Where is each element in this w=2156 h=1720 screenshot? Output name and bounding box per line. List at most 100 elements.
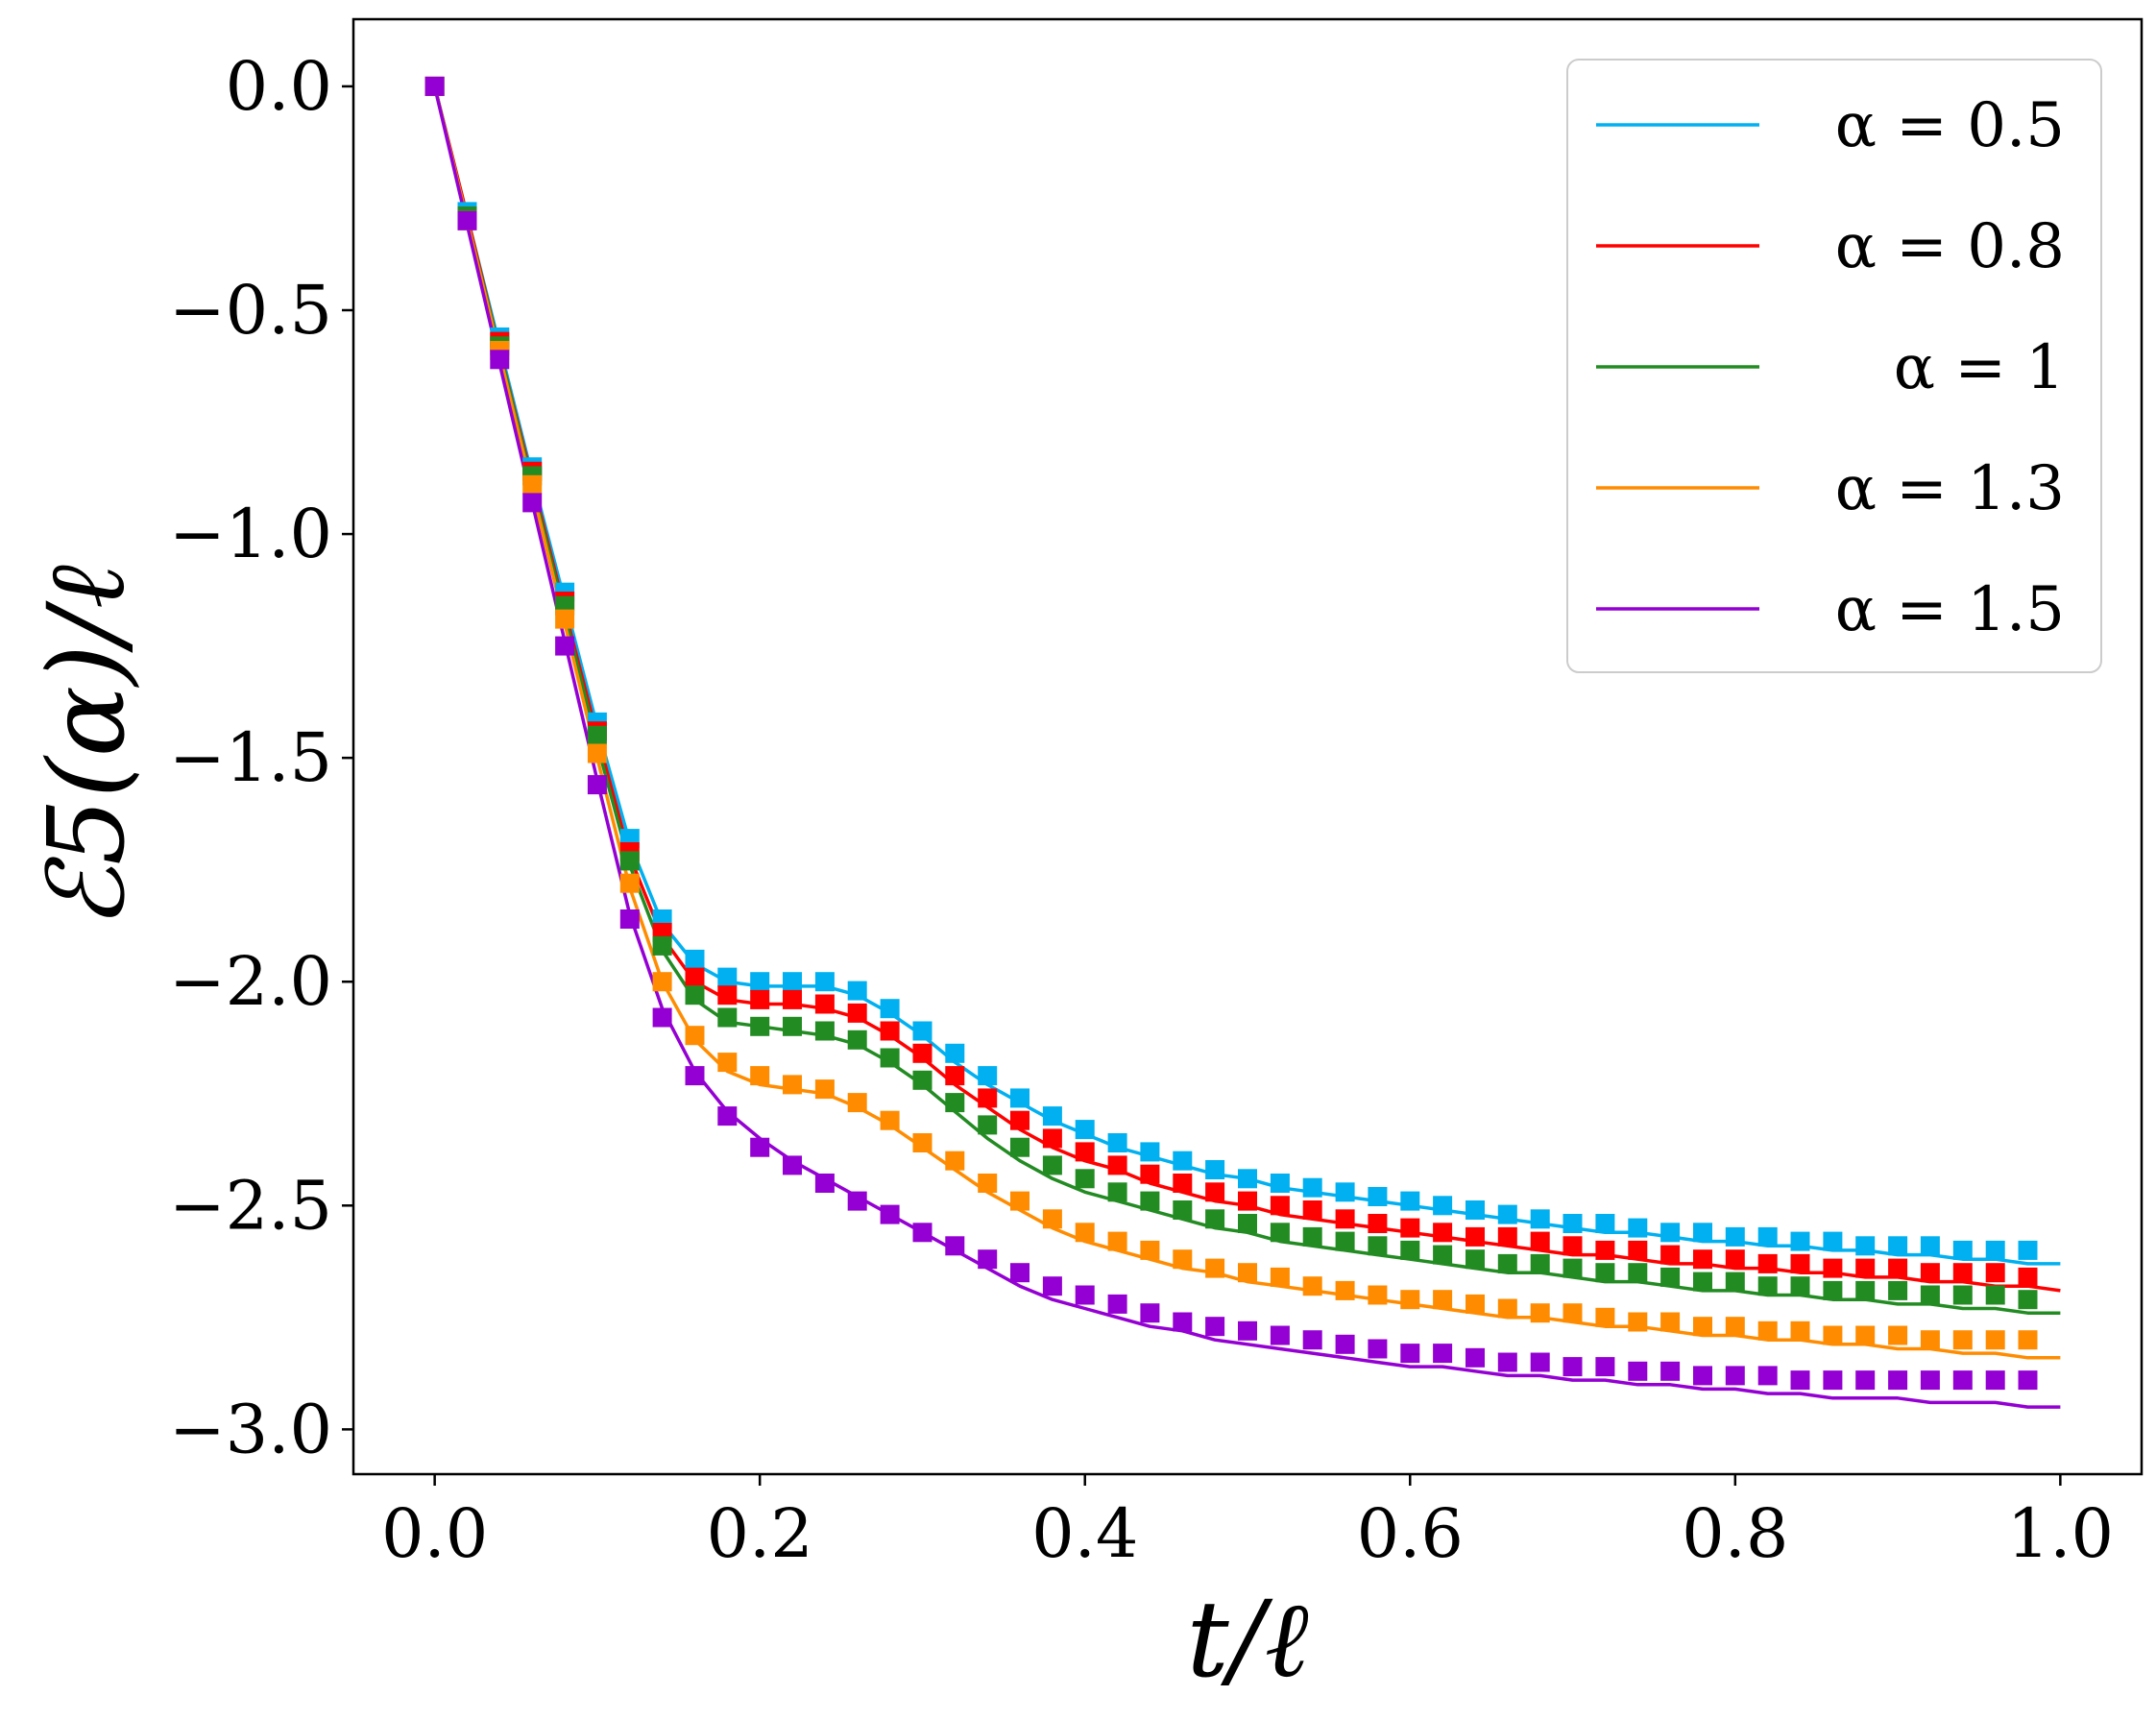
legend-entry: α = 1: [1894, 332, 2065, 403]
marker-point: [1107, 1133, 1127, 1152]
marker-point: [945, 1066, 965, 1086]
x-tick-label: 0.6: [1357, 1494, 1464, 1573]
marker-point: [1628, 1312, 1648, 1332]
marker-point: [1335, 1209, 1355, 1229]
marker-point: [1952, 1285, 1973, 1305]
marker-point: [880, 1021, 900, 1041]
x-tick-label: 0.0: [381, 1494, 488, 1573]
marker-point: [1660, 1223, 1681, 1243]
marker-point: [717, 1007, 738, 1028]
marker-point: [1660, 1312, 1681, 1332]
marker-point: [1238, 1214, 1257, 1233]
marker-point: [1888, 1370, 1908, 1391]
marker-point: [1855, 1236, 1876, 1256]
marker-point: [783, 972, 802, 992]
marker-point: [945, 1151, 965, 1171]
marker-point: [1725, 1249, 1745, 1270]
marker-point: [1757, 1253, 1778, 1273]
marker-point: [978, 1174, 998, 1193]
marker-point: [1010, 1137, 1030, 1157]
marker-point: [912, 1223, 933, 1243]
marker-point: [1920, 1285, 1940, 1305]
marker-point: [1400, 1344, 1420, 1364]
marker-point: [1823, 1370, 1843, 1391]
y-tick-label: −1.0: [169, 495, 332, 573]
marker-point: [1725, 1317, 1745, 1337]
marker-point: [1595, 1214, 1615, 1233]
marker-point: [1238, 1263, 1257, 1283]
marker-point: [1888, 1280, 1908, 1300]
marker-point: [945, 1236, 965, 1256]
marker-point: [1270, 1267, 1290, 1287]
marker-point: [1628, 1263, 1648, 1283]
marker-point: [1530, 1209, 1550, 1229]
marker-point: [1952, 1330, 1973, 1350]
marker-point: [717, 1106, 738, 1126]
marker-point: [1205, 1317, 1225, 1337]
marker-point: [1693, 1366, 1712, 1386]
marker-point: [912, 1043, 933, 1063]
marker-point: [555, 636, 575, 656]
marker-point: [652, 1007, 672, 1028]
marker-point: [1660, 1267, 1681, 1287]
series-layer: [424, 76, 2061, 1409]
marker-point: [847, 1191, 867, 1211]
marker-point: [1985, 1330, 2005, 1350]
marker-point: [1335, 1182, 1355, 1202]
marker-point: [1042, 1106, 1062, 1126]
marker-point: [814, 972, 835, 992]
marker-point: [1693, 1249, 1712, 1270]
series-markers-4: [424, 76, 2038, 1391]
marker-point: [1075, 1285, 1095, 1305]
marker-point: [1660, 1361, 1681, 1381]
marker-point: [1302, 1330, 1322, 1350]
marker-point: [587, 775, 607, 795]
marker-point: [1920, 1236, 1940, 1256]
marker-point: [1562, 1214, 1583, 1233]
marker-point: [1400, 1290, 1420, 1310]
marker-point: [1985, 1285, 2005, 1305]
y-tick-label: −3.0: [169, 1390, 332, 1468]
marker-point: [1042, 1209, 1062, 1229]
marker-point: [1205, 1258, 1225, 1278]
marker-point: [1140, 1191, 1160, 1211]
marker-point: [1530, 1253, 1550, 1273]
marker-point: [880, 1110, 900, 1130]
marker-point: [783, 1155, 802, 1175]
marker-point: [1205, 1209, 1225, 1229]
marker-point: [1823, 1280, 1843, 1300]
marker-point: [1075, 1142, 1095, 1162]
legend-entry: α = 0.5: [1835, 90, 2065, 161]
marker-point: [1725, 1272, 1745, 1292]
y-tick-label: −2.5: [169, 1166, 332, 1245]
marker-point: [880, 1048, 900, 1068]
marker-point: [1985, 1240, 2005, 1260]
marker-point: [1466, 1294, 1485, 1314]
marker-point: [783, 989, 802, 1009]
y-axis-label: ℰ5(α)/ℓ: [25, 565, 148, 930]
marker-point: [750, 1137, 770, 1157]
legend: α = 0.5 α = 0.8 α = 1 α = 1.3 α = 1.5: [1566, 59, 2102, 673]
marker-point: [1855, 1370, 1876, 1391]
marker-point: [1725, 1226, 1745, 1247]
marker-point: [1010, 1110, 1030, 1130]
marker-point: [1497, 1226, 1517, 1247]
marker-point: [1075, 1120, 1095, 1140]
marker-point: [1985, 1370, 2005, 1391]
marker-point: [652, 972, 672, 992]
marker-point: [1497, 1253, 1517, 1273]
marker-point: [1823, 1325, 1843, 1345]
marker-point: [1335, 1334, 1355, 1354]
marker-point: [1368, 1339, 1388, 1359]
marker-point: [717, 967, 738, 987]
marker-point: [750, 1016, 770, 1036]
marker-point: [1530, 1231, 1550, 1251]
legend-entry: α = 1.5: [1835, 574, 2065, 645]
marker-point: [1823, 1258, 1843, 1278]
marker-point: [978, 1088, 998, 1108]
marker-point: [1466, 1200, 1485, 1220]
marker-point: [2018, 1240, 2038, 1260]
y-tick-label: 0.0: [226, 47, 332, 126]
marker-point: [619, 909, 640, 929]
